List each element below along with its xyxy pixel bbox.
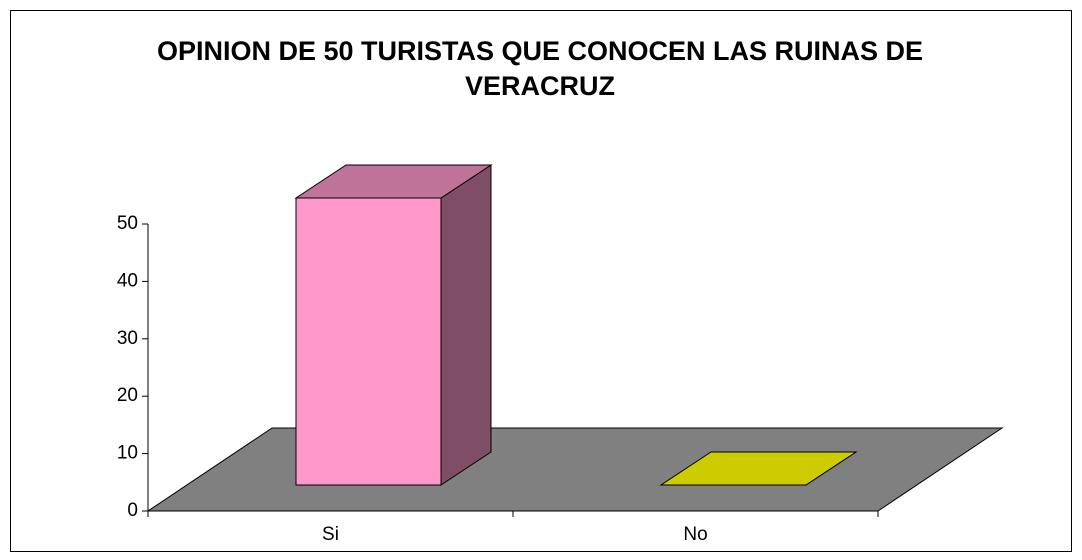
bar-front	[295, 197, 442, 486]
bar-top	[659, 451, 858, 486]
y-tick-label: 10	[117, 443, 138, 464]
bar-top	[294, 164, 493, 199]
bar-side	[440, 164, 492, 486]
y-tick-label: 0	[127, 500, 138, 521]
y-tick-label: 40	[117, 270, 138, 291]
bar	[659, 451, 858, 486]
y-tick-label: 30	[117, 328, 138, 349]
x-tick-label: Si	[322, 524, 339, 545]
bar	[294, 164, 493, 486]
y-tick-label: 20	[117, 385, 138, 406]
floor	[146, 427, 1004, 512]
x-tick-label: No	[683, 524, 707, 545]
chart-title: OPINION DE 50 TURISTAS QUE CONOCEN LAS R…	[156, 36, 924, 101]
y-tick-label: 50	[117, 213, 138, 234]
